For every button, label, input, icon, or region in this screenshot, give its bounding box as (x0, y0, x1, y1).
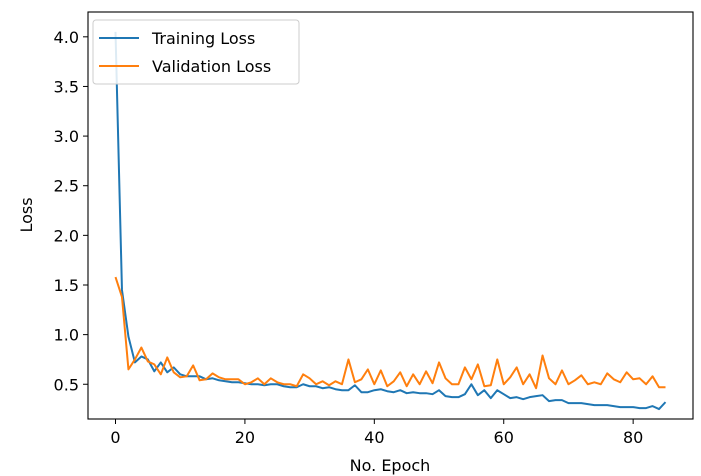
axis-ticks: 0 20 40 60 80 0.5 1.0 1.5 2.0 2.5 3.0 3.5 4.0 (54, 28, 644, 447)
legend-box (92, 19, 300, 85)
y-tick-label: 4.0 (54, 28, 79, 47)
x-axis-label: No. Epoch (350, 456, 431, 475)
series-line-validation-loss (114, 276, 666, 390)
x-tick-label: 40 (364, 428, 384, 447)
y-tick-label: 3.0 (54, 127, 79, 146)
y-tick-label: 0.5 (54, 375, 79, 394)
legend-label-training-loss: Training Loss (151, 29, 255, 48)
plot-frame (87, 11, 694, 420)
x-tick-label: 20 (235, 428, 255, 447)
x-tick-label: 80 (623, 428, 643, 447)
x-tick-label: 60 (494, 428, 514, 447)
y-tick-label: 3.5 (54, 77, 79, 96)
y-tick-label: 2.5 (54, 177, 79, 196)
x-tick-label: 0 (110, 428, 120, 447)
y-axis-label: Loss (17, 197, 36, 232)
legend: Training Loss Validation Loss (92, 19, 300, 85)
series-line-training-loss (114, 31, 667, 411)
y-tick-label: 1.5 (54, 276, 79, 295)
y-tick-label: 2.0 (54, 226, 79, 245)
y-tick-label: 1.0 (54, 326, 79, 345)
plot-marks (114, 31, 667, 411)
legend-label-validation-loss: Validation Loss (152, 57, 271, 76)
